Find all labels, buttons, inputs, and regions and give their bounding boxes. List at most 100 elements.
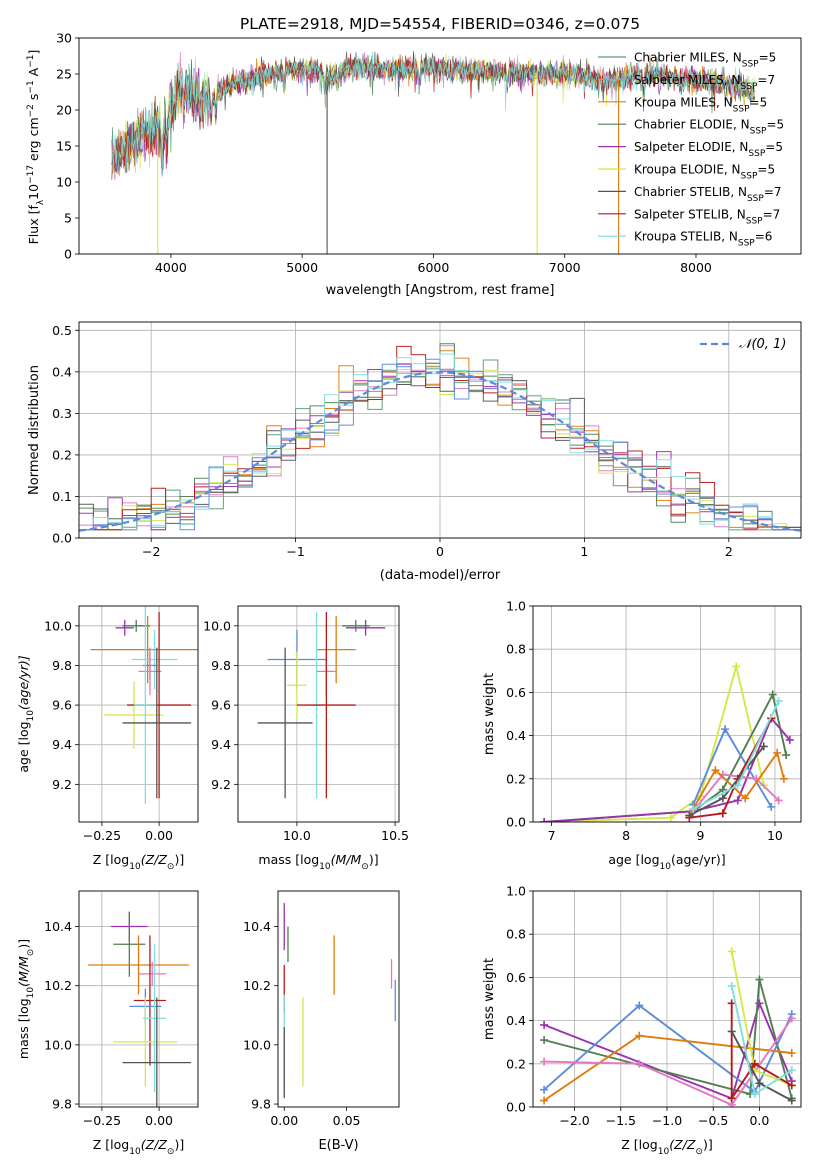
y-tick-label: 20 <box>56 103 72 118</box>
y-axis-label-part: −1 <box>26 80 36 93</box>
panel-residuals: −2 −1 0 1 2 0.0 0.1 0.2 0.3 0.4 0.5 <box>52 321 802 559</box>
x-axis-label-part: (Z/Z <box>141 1137 168 1152</box>
y-tick-label: 10.2 <box>243 978 271 993</box>
y-tick-label: 10 <box>56 175 72 190</box>
y-axis-label-part: s <box>26 94 41 105</box>
legend-entry-part: =7 <box>764 185 782 199</box>
x-tick-label: 10 <box>767 828 783 843</box>
x-tick-label: 0 <box>436 544 444 559</box>
weight-point <box>768 690 777 699</box>
weight-point <box>540 1096 549 1105</box>
x-tick-label: 1 <box>580 544 588 559</box>
x-axis-label: age [log10(age/yr)] <box>608 852 725 872</box>
x-tick-label: 9 <box>697 828 705 843</box>
legend-entry: Kroupa ELODIE, NSSP=5 <box>634 163 775 182</box>
legend-entry-part: Salpeter STELIB, N <box>634 207 746 221</box>
x-axis-label-part: (Z/Z <box>141 852 168 867</box>
y-tick-label: 0.2 <box>506 1056 526 1071</box>
weight-point <box>774 697 783 706</box>
y-axis-label-part: )] <box>16 939 31 949</box>
weight-point <box>767 802 776 811</box>
axes-frame <box>277 890 400 1108</box>
y-tick-label: 0.4 <box>506 1013 526 1028</box>
weight-series-line <box>689 717 773 819</box>
weight-point <box>787 1096 796 1105</box>
x-axis-label-part: )] <box>174 852 184 867</box>
weight-point <box>540 818 549 822</box>
x-axis-label: E(B-V) <box>318 1138 358 1153</box>
weight-point <box>750 1090 759 1099</box>
plot-area <box>540 947 796 1107</box>
y-tick-label: 15 <box>56 139 72 154</box>
legend-entry: Salpeter MILES, NSSP=7 <box>634 73 775 92</box>
plot-area <box>88 911 192 1107</box>
plot-area <box>257 611 386 799</box>
weight-point <box>787 1049 796 1057</box>
x-tick-label: −1 <box>286 544 304 559</box>
x-axis-label: (data-model)/error <box>380 568 501 583</box>
legend-entry-part: SSP <box>742 60 759 70</box>
weight-point <box>785 735 794 744</box>
weight-point <box>774 796 783 805</box>
weight-point <box>750 1059 759 1068</box>
x-axis-label-part: (age/yr)] <box>671 852 726 867</box>
y-axis-label: age [log10(age/yr)] <box>16 655 36 772</box>
x-axis-label: mass [log10(M/M⊙)] <box>258 852 378 872</box>
legend-entry-part: =6 <box>755 230 773 244</box>
y-tick-label: 10.4 <box>243 919 271 934</box>
y-tick-label: 1.0 <box>506 599 526 614</box>
weight-point <box>732 662 741 671</box>
legend-entry-part: =7 <box>757 73 775 87</box>
y-axis-label: mass [log10(M/M⊙)] <box>16 939 36 1059</box>
y-tick-label: 10.0 <box>44 1037 72 1052</box>
panel-mass-vs-EBV: 0.00 0.05 9.8 10.0 10.2 10.4 <box>243 890 400 1128</box>
weight-point <box>773 748 782 757</box>
y-tick-label: 9.6 <box>52 698 72 713</box>
x-tick-label: 2 <box>725 544 733 559</box>
panel-weight-vs-Z: −2.0 −1.5 −1.0 −0.5 0.0 0.0 0.2 0.4 0.6 0.8 1.0 <box>506 884 802 1128</box>
y-tick-label: 0.5 <box>52 323 72 338</box>
x-axis-label-part: ⊙ <box>361 862 369 872</box>
y-axis-label-part: mass [log <box>16 998 31 1059</box>
weight-point <box>759 742 768 751</box>
weight-point <box>635 1001 644 1010</box>
x-axis-label: Z [log10(Z/Z⊙)] <box>93 852 184 872</box>
legend-entry-part: Kroupa ELODIE, N <box>634 163 741 177</box>
x-axis-label-part: Z [log <box>93 852 129 867</box>
weight-point <box>727 1094 736 1103</box>
x-axis-label-part: )] <box>369 852 379 867</box>
x-axis-label-part: mass [log <box>258 852 319 867</box>
y-axis-label-part: λ <box>36 199 46 205</box>
legend-entry-part: Salpeter ELODIE, N <box>634 140 748 154</box>
weight-point <box>787 1014 796 1023</box>
x-tick-label: −1.0 <box>652 1113 682 1128</box>
legend-entry: Kroupa STELIB, NSSP=6 <box>634 230 772 249</box>
weight-point <box>733 796 742 805</box>
y-axis-label-part: −2 <box>26 104 36 117</box>
weight-point <box>779 774 788 783</box>
weight-series-line <box>543 1000 793 1100</box>
x-tick-label: 6000 <box>418 260 450 275</box>
y-axis-label-part: ] <box>26 50 41 55</box>
legend-entry: Chabrier STELIB, NSSP=7 <box>634 185 782 204</box>
x-tick-label: 0.05 <box>333 1113 361 1128</box>
legend-entry-part: =5 <box>765 140 783 154</box>
weight-point <box>689 805 698 814</box>
y-tick-label: 0.0 <box>506 815 526 830</box>
spectrum-model-line <box>111 52 755 181</box>
legend-entry-part: SSP <box>733 104 750 114</box>
x-tick-label: −0.5 <box>698 1113 728 1128</box>
legend-entry-part: =5 <box>766 118 784 132</box>
legend-entry-part: SSP <box>748 149 765 159</box>
weight-point <box>635 1031 644 1040</box>
y-axis-label-part: (M/M <box>16 956 31 987</box>
y-tick-label: 9.8 <box>251 1097 271 1112</box>
histogram-series <box>79 358 801 531</box>
legend-entry-part: Salpeter MILES, N <box>634 73 741 87</box>
axes-frame <box>78 37 802 255</box>
y-tick-label: 0.4 <box>506 728 526 743</box>
y-tick-label: 0.4 <box>52 364 72 379</box>
y-axis-label-part: A <box>26 67 41 80</box>
y-tick-label: 0.0 <box>506 1100 526 1115</box>
